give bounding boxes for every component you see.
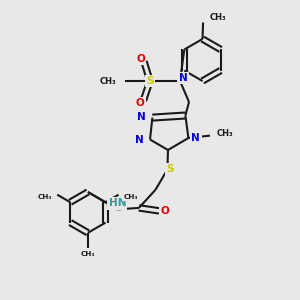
Text: N: N — [191, 133, 200, 143]
Text: N: N — [178, 73, 188, 83]
Text: O: O — [160, 206, 169, 216]
Text: CH₃: CH₃ — [81, 251, 95, 257]
Text: O: O — [135, 98, 144, 108]
Text: CH₃: CH₃ — [124, 194, 139, 200]
Text: O: O — [136, 54, 145, 64]
Text: HN: HN — [109, 198, 126, 208]
Text: CH₃: CH₃ — [210, 13, 226, 22]
Text: CH₃: CH₃ — [37, 194, 52, 200]
Text: S: S — [167, 164, 174, 175]
Text: S: S — [146, 76, 154, 86]
Text: N: N — [137, 112, 146, 122]
Text: CH₃: CH₃ — [100, 76, 116, 85]
Text: N: N — [135, 135, 143, 146]
Text: CH₃: CH₃ — [217, 129, 233, 138]
